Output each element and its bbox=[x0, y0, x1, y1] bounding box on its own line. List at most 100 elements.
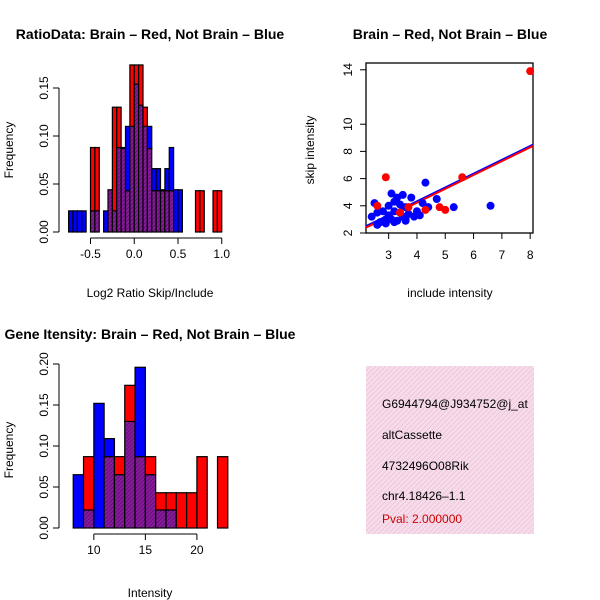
not-brain-point bbox=[381, 219, 390, 228]
brain-point bbox=[441, 205, 450, 214]
intensity-scatter-panel: Brain – Red, Not Brain – Blue 3 4 5 6 7 8 2 4 6… bbox=[303, 26, 547, 300]
ratio-histogram-x-tick-label: 1.0 bbox=[213, 247, 230, 261]
scatter-x-tick-label: 5 bbox=[442, 248, 449, 262]
scatter-y-tick-label: 14 bbox=[341, 63, 355, 77]
ratio-histogram-brain-bar bbox=[142, 106, 148, 127]
intensity-histogram-brain-bar bbox=[185, 492, 198, 529]
intensity-histogram-x-tick-label: 20 bbox=[190, 543, 204, 557]
intensity-histogram-overlap-bar bbox=[155, 509, 167, 529]
intensity-histogram-not-brain-bar bbox=[93, 402, 105, 529]
ratio-histogram-overlap-bar bbox=[151, 190, 157, 233]
not-brain-point bbox=[367, 212, 376, 221]
brain-point bbox=[404, 203, 413, 212]
intensity-histogram-overlap-bar bbox=[144, 474, 157, 529]
ratio-histogram-not-brain-bar bbox=[81, 210, 87, 233]
intensity-histogram-title: Gene Itensity: Brain – Red, Not Brain – … bbox=[5, 326, 296, 342]
gene-info-panel: G6944794@J934752@j_at altCassette 473249… bbox=[366, 366, 534, 534]
scatter-x-axis: 3 4 5 6 7 8 bbox=[385, 233, 534, 262]
ratio-histogram-not-brain-bar bbox=[146, 125, 153, 150]
intensity-histogram-brain-bar bbox=[82, 456, 95, 511]
ratio-histogram-not-brain-bar bbox=[168, 146, 175, 192]
scatter-y-tick-label: 6 bbox=[341, 175, 355, 182]
intensity-histogram-bars bbox=[72, 366, 229, 529]
ratio-histogram-overlap-bar bbox=[164, 190, 170, 233]
ratio-histogram-not-brain-bar bbox=[177, 189, 183, 233]
intensity-histogram-brain-bar bbox=[113, 456, 126, 476]
not-brain-point bbox=[378, 207, 387, 216]
ratio-histogram-brain-bar bbox=[129, 64, 135, 127]
intensity-histogram-brain-bar bbox=[165, 492, 177, 511]
scatter-y-tick-label: 2 bbox=[341, 229, 355, 236]
ratio-histogram-overlap-bar bbox=[146, 147, 153, 233]
ratio-histogram-y-axis: 0.00 0.05 0.10 0.15 bbox=[37, 76, 60, 244]
intensity-histogram-y-tick-label: 0.20 bbox=[37, 352, 51, 376]
ratio-histogram-title: RatioData: Brain – Red, Not Brain – Blue bbox=[16, 26, 285, 42]
scatter-x-tick-label: 6 bbox=[470, 248, 477, 262]
ratio-histogram-y-tick-label: 0.10 bbox=[37, 124, 51, 148]
scatter-points bbox=[367, 67, 535, 229]
ratio-histogram-x-axis: -0.5 0.0 0.5 1.0 bbox=[80, 237, 230, 261]
ratio-histogram-x-tick-label: -0.5 bbox=[80, 247, 101, 261]
not-brain-point bbox=[390, 218, 399, 227]
brain-point bbox=[381, 173, 390, 182]
intensity-histogram-not-brain-bar bbox=[103, 438, 116, 458]
scatter-x-tick-label: 8 bbox=[527, 248, 534, 262]
scatter-x-tick-label: 7 bbox=[499, 248, 506, 262]
ratio-histogram-overlap-bar bbox=[89, 210, 96, 233]
scatter-y-tick-label: 4 bbox=[341, 202, 355, 209]
intensity-histogram-overlap-bar bbox=[82, 509, 95, 529]
ratio-histogram-overlap-bar bbox=[94, 210, 100, 233]
ratio-histogram-overlap-bar bbox=[155, 190, 162, 233]
ratio-histogram-not-brain-bar bbox=[103, 210, 109, 233]
not-brain-point bbox=[373, 220, 382, 229]
intensity-histogram-xlabel: Intensity bbox=[128, 586, 173, 600]
intensity-histogram-y-tick-label: 0.05 bbox=[37, 475, 51, 499]
ratio-histogram-brain-bar bbox=[199, 190, 205, 233]
ratio-histogram-overlap-bar bbox=[120, 147, 127, 233]
ratio-histogram-overlap-bar bbox=[107, 189, 113, 233]
ratio-histogram-brain-bar bbox=[212, 190, 218, 233]
brain-point bbox=[526, 67, 535, 76]
ratio-histogram-overlap-bar bbox=[129, 125, 135, 233]
intensity-histogram-x-tick-label: 10 bbox=[87, 543, 101, 557]
ratio-histogram-brain-bar bbox=[216, 190, 223, 233]
intensity-histogram-overlap-bar bbox=[103, 456, 116, 529]
intensity-histogram-not-brain-bar bbox=[72, 474, 85, 529]
ratio-histogram-overlap-bar bbox=[111, 210, 118, 233]
not-brain-point bbox=[387, 189, 396, 198]
gene-info-box: G6944794@J934752@j_at altCassette 473249… bbox=[366, 366, 534, 534]
intensity-histogram-y-tick-label: 0.10 bbox=[37, 434, 51, 458]
brain-point bbox=[395, 208, 404, 217]
ratio-histogram-not-brain-bar bbox=[159, 189, 166, 192]
intensity-histogram-y-tick-label: 0.15 bbox=[37, 393, 51, 417]
scatter-plot-box bbox=[365, 62, 534, 234]
not-brain-point bbox=[432, 195, 441, 203]
ratio-histogram-not-brain-bar bbox=[164, 168, 170, 192]
ratio-histogram-overlap-bar bbox=[116, 146, 122, 233]
intensity-histogram-overlap-bar bbox=[134, 456, 146, 529]
brain-point bbox=[373, 201, 382, 210]
intensity-histogram-brain-bar bbox=[196, 456, 208, 529]
ratio-histogram-brain-bar bbox=[133, 64, 140, 85]
ratio-histogram-y-tick-label: 0.15 bbox=[37, 76, 51, 100]
ratio-histogram-overlap-bar bbox=[133, 83, 140, 233]
ratio-histogram-not-brain-bar bbox=[72, 210, 78, 233]
scatter-y-axis: 2 4 6 8 10 14 bbox=[341, 63, 366, 236]
ratio-histogram-overlap-bar bbox=[159, 190, 166, 233]
intensity-histogram-brain-bar bbox=[155, 492, 167, 511]
not-brain-point bbox=[486, 201, 495, 210]
scatter-x-tick-label: 3 bbox=[385, 248, 392, 262]
not-brain-point bbox=[421, 178, 430, 187]
ratio-histogram-not-brain-bar bbox=[155, 168, 162, 192]
intensity-histogram-brain-bar bbox=[124, 384, 136, 423]
intensity-histogram-overlap-bar bbox=[165, 509, 177, 529]
intensity-histogram-overlap-bar bbox=[124, 420, 136, 529]
ratio-histogram-not-brain-bar bbox=[68, 210, 74, 233]
intensity-histogram-x-axis: 10 15 20 bbox=[87, 533, 204, 557]
not-brain-point bbox=[418, 199, 427, 208]
not-brain-point bbox=[449, 203, 458, 212]
ratio-histogram-overlap-bar bbox=[168, 190, 175, 233]
gene-info-background bbox=[366, 366, 534, 534]
scatter-xlabel: include intensity bbox=[407, 286, 492, 300]
brain-point bbox=[458, 173, 467, 182]
